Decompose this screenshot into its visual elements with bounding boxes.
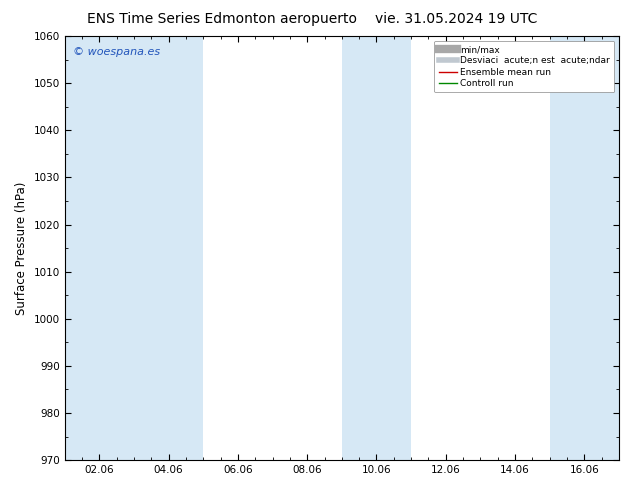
Bar [550, 36, 619, 460]
Bar [65, 36, 134, 460]
Legend: min/max, Desviaci  acute;n est  acute;ndar, Ensemble mean run, Controll run: min/max, Desviaci acute;n est acute;ndar… [434, 41, 614, 93]
Bar [342, 36, 411, 460]
Text: © woespana.es: © woespana.es [73, 47, 160, 57]
Y-axis label: Surface Pressure (hPa): Surface Pressure (hPa) [15, 181, 28, 315]
Text: vie. 31.05.2024 19 UTC: vie. 31.05.2024 19 UTC [375, 12, 538, 26]
Text: ENS Time Series Edmonton aeropuerto: ENS Time Series Edmonton aeropuerto [87, 12, 357, 26]
Bar [134, 36, 204, 460]
